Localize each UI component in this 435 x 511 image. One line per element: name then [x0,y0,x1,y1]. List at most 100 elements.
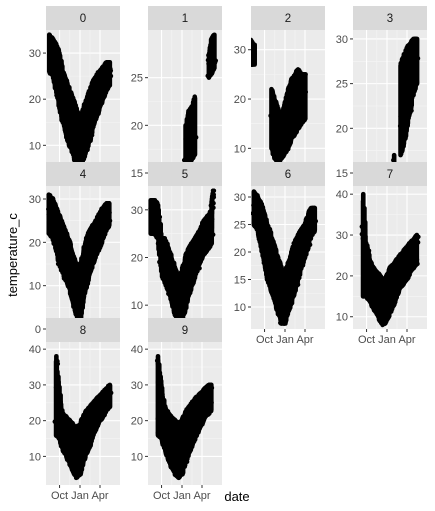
y-tick-label: 25 [234,220,246,232]
data-point [416,56,421,61]
y-tick-label: 30 [234,45,246,57]
facet-strip-label: 6 [285,169,291,181]
facet-panel: 9 10 20 30 40 Oct Jan Apr [131,318,222,502]
y-tick-label: 20 [131,253,143,265]
data-point [210,386,215,391]
y-tick-label: 30 [336,230,348,242]
y-tick-label: 40 [131,344,143,356]
y-tick-label: 10 [131,451,143,463]
x-tick-label: Oct [51,490,68,502]
data-point [109,74,114,79]
facet-strip-label: 8 [80,325,86,337]
data-point [312,220,317,225]
y-tick-label: 30 [336,34,348,46]
data-point [252,46,257,51]
y-tick-label: 0 [35,324,41,336]
y-tick-label: 15 [131,168,143,180]
y-tick-label: 10 [131,300,143,312]
x-tick-label: Oct [358,334,375,346]
data-point [211,195,216,200]
facet-panel: 8 10 20 30 40 Oct Jan Apr [29,318,120,502]
x-tick-label: Apr [193,490,210,502]
facet-panels: 0102030115202521020303152025304010203051… [29,6,427,502]
facet-panel: 5 10 20 30 [131,162,222,329]
y-tick-label: 20 [336,271,348,283]
x-tick-label: Jan [173,490,191,502]
facet-strip-label: 7 [387,169,393,181]
y-axis-title: temperature_c [5,213,20,297]
y-tick-label: 40 [336,189,348,201]
data-point [211,201,216,206]
y-tick-label: 20 [336,123,348,135]
y-tick-label: 10 [29,281,41,293]
data-point [191,134,196,139]
y-tick-label: 20 [29,416,41,428]
y-tick-label: 10 [234,302,246,314]
data-point [415,80,420,85]
data-point-cluster [212,32,217,70]
facet-strip-label: 0 [80,13,86,25]
data-point [211,232,216,237]
data-point [106,222,111,227]
y-tick-label: 10 [336,312,348,324]
x-tick-label: Apr [398,334,415,346]
data-point [312,207,317,212]
y-tick-label: 40 [29,344,41,356]
y-tick-label: 30 [131,205,143,217]
data-point [252,53,257,58]
data-point [213,60,218,65]
x-tick-label: Jan [71,490,89,502]
y-tick-label: 30 [29,48,41,60]
data-point [108,391,113,396]
facet-panel: 2 10 20 30 [234,6,325,173]
data-point [209,406,214,411]
x-tick-label: Apr [91,490,108,502]
data-point [416,235,421,240]
facet-panel: 61015202530Oct Jan Apr [234,162,325,346]
data-point [363,236,368,241]
facet-panel: 0 10 20 30 [29,6,120,173]
facet-panel: 1 15 20 25 [131,6,222,180]
y-tick-label: 30 [234,192,246,204]
facet-panel: 4 0 10 20 30 [29,162,120,336]
data-point [191,146,196,151]
data-point-cluster [415,37,420,86]
facet-strip-label: 2 [285,13,291,25]
facet-panel: 3 15 20 25 30 [336,6,427,180]
data-point [416,240,421,245]
y-tick-label: 30 [29,194,41,206]
y-tick-label: 25 [336,79,348,91]
facet-strip-label: 1 [182,13,188,25]
y-tick-label: 30 [131,380,143,392]
y-tick-label: 20 [29,94,41,106]
facet-strip-label: 3 [387,13,393,25]
x-tick-label: Jan [378,334,396,346]
facet-strip-label: 9 [182,325,188,337]
x-tick-label: Jan [276,334,294,346]
y-tick-label: 30 [29,380,41,392]
data-point [108,68,113,73]
facet-strip-label: 4 [80,169,87,181]
y-tick-label: 20 [234,94,246,106]
y-tick-label: 20 [29,237,41,249]
x-tick-label: Oct [256,334,273,346]
y-tick-label: 10 [29,451,41,463]
x-tick-label: Apr [296,334,313,346]
data-point [211,188,216,193]
data-point [391,158,396,163]
data-point [107,210,112,215]
data-point-cluster [303,72,308,121]
y-tick-label: 20 [234,247,246,259]
y-tick-label: 20 [131,416,143,428]
y-tick-label: 10 [29,140,41,152]
facet-panel: 7 10 20 30 40 Oct Jan Apr [336,162,427,346]
facet-strip-label: 5 [182,169,188,181]
y-tick-label: 25 [131,73,143,85]
x-tick-label: Oct [153,490,170,502]
y-tick-label: 20 [131,120,143,132]
data-point [302,91,307,96]
x-axis-title: date [224,489,249,504]
y-tick-label: 15 [336,168,348,180]
y-tick-label: 10 [234,143,246,155]
